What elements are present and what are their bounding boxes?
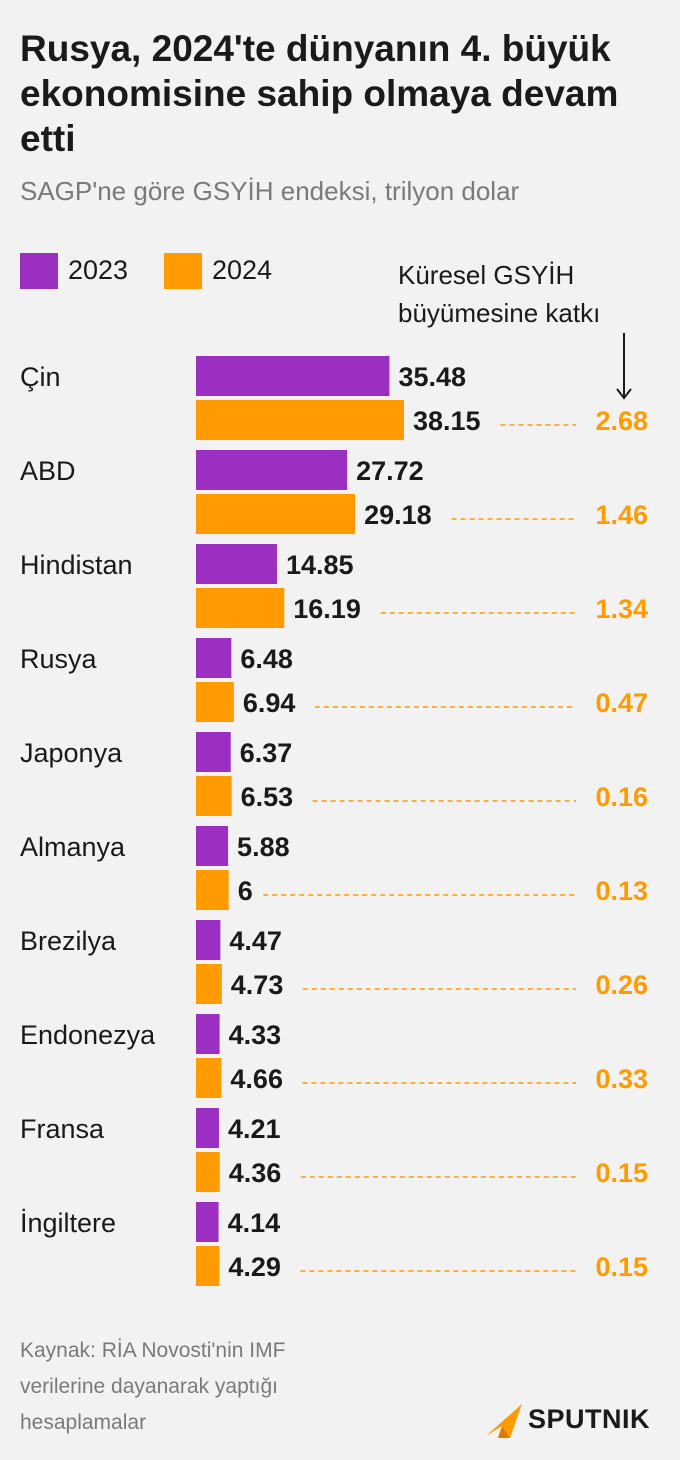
bar-2024-8 <box>196 1152 220 1192</box>
down-arrow-icon <box>616 333 632 400</box>
contribution-label-3: 0.47 <box>595 688 648 718</box>
value-label-2023-3: 6.48 <box>240 644 293 674</box>
category-label-9: İngiltere <box>20 1207 116 1238</box>
contribution-header-line2: büyümesine katkı <box>398 298 601 328</box>
value-label-2024-1: 29.18 <box>364 500 432 530</box>
value-label-2024-5: 6 <box>238 876 253 906</box>
bar-2023-5 <box>196 826 229 866</box>
value-label-2024-4: 6.53 <box>241 782 294 812</box>
bar-2024-4 <box>196 776 232 816</box>
value-label-2023-9: 4.14 <box>228 1208 281 1238</box>
contribution-label-4: 0.16 <box>595 782 648 812</box>
contribution-label-6: 0.26 <box>595 970 648 1000</box>
logo-text: SPUTNIK <box>528 1404 651 1434</box>
contribution-header-line1: Küresel GSYİH <box>398 260 575 290</box>
bar-2023-1 <box>196 450 348 490</box>
legend-label-2024: 2024 <box>212 255 273 285</box>
value-label-2023-4: 6.37 <box>240 738 293 768</box>
contribution-label-0: 2.68 <box>595 406 648 436</box>
legend-label-2023: 2023 <box>68 255 129 285</box>
category-label-1: ABD <box>20 456 76 486</box>
value-label-2024-7: 4.66 <box>230 1064 283 1094</box>
legend-swatch-2024 <box>164 253 202 289</box>
source-note: Kaynak: RİA Novosti'nin IMF verilerine d… <box>20 1333 400 1441</box>
contribution-label-9: 0.15 <box>595 1252 648 1282</box>
source-line2: verilerine dayanarak yaptığı <box>20 1375 278 1398</box>
bar-2023-3 <box>196 638 232 678</box>
bar-2023-0 <box>196 356 390 396</box>
bar-2023-4 <box>196 732 231 772</box>
category-label-6: Brezilya <box>20 926 117 956</box>
category-label-8: Fransa <box>20 1114 105 1144</box>
value-label-2024-0: 38.15 <box>413 406 481 436</box>
category-label-5: Almanya <box>20 832 126 862</box>
category-label-3: Rusya <box>20 644 98 674</box>
contribution-label-2: 1.34 <box>595 594 648 624</box>
value-label-2023-0: 35.48 <box>398 362 466 392</box>
sputnik-logo: SPUTNIK <box>484 1398 664 1442</box>
value-label-2024-9: 4.29 <box>228 1252 281 1282</box>
value-label-2024-2: 16.19 <box>293 594 361 624</box>
contribution-header: Küresel GSYİH büyümesine katkı <box>398 256 658 332</box>
bar-2023-8 <box>196 1108 219 1148</box>
value-label-2023-1: 27.72 <box>356 456 424 486</box>
value-label-2023-6: 4.47 <box>229 926 282 956</box>
value-label-2023-8: 4.21 <box>228 1114 281 1144</box>
category-label-0: Çin <box>20 362 61 392</box>
bar-2024-1 <box>196 494 356 534</box>
bar-2024-0 <box>196 400 404 440</box>
bar-2024-7 <box>196 1058 222 1098</box>
contribution-label-7: 0.33 <box>595 1064 648 1094</box>
value-label-2024-8: 4.36 <box>229 1158 282 1188</box>
bar-2024-2 <box>196 588 285 628</box>
bar-2024-9 <box>196 1246 220 1286</box>
bar-2023-6 <box>196 920 221 960</box>
bar-2024-6 <box>196 964 222 1004</box>
bar-2023-9 <box>196 1202 219 1242</box>
value-label-2024-6: 4.73 <box>231 970 284 1000</box>
value-label-2023-5: 5.88 <box>237 832 290 862</box>
category-label-4: Japonya <box>20 738 123 768</box>
value-label-2023-2: 14.85 <box>286 550 354 580</box>
bar-2024-3 <box>196 682 234 722</box>
sputnik-arrow-icon <box>486 1404 522 1438</box>
value-label-2024-3: 6.94 <box>243 688 296 718</box>
contribution-label-1: 1.46 <box>595 500 648 530</box>
bar-2023-2 <box>196 544 277 584</box>
source-line1: Kaynak: RİA Novosti'nin IMF <box>20 1339 286 1362</box>
chart-title: Rusya, 2024'te dünyanın 4. büyük ekonomi… <box>20 28 619 159</box>
source-line3: hesaplamalar <box>20 1411 147 1434</box>
legend-swatch-2023 <box>20 253 58 289</box>
category-label-2: Hindistan <box>20 550 133 580</box>
contribution-label-8: 0.15 <box>595 1158 648 1188</box>
contribution-label-5: 0.13 <box>595 876 648 906</box>
value-label-2023-7: 4.33 <box>229 1020 282 1050</box>
bar-2024-5 <box>196 870 229 910</box>
bar-2023-7 <box>196 1014 220 1054</box>
category-label-7: Endonezya <box>20 1020 156 1050</box>
chart-subtitle: SAGP'ne göre GSYİH endeksi, trilyon dola… <box>20 176 520 206</box>
